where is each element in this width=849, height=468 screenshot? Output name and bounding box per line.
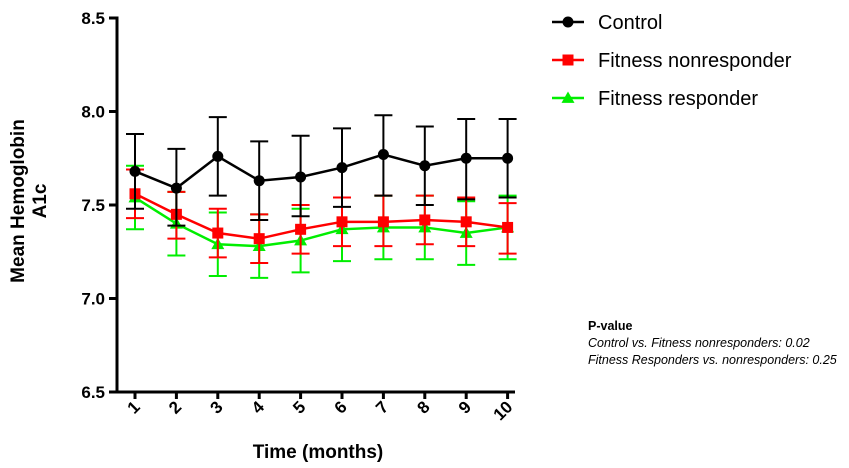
data-point xyxy=(502,221,514,233)
data-point xyxy=(336,162,348,174)
y-axis-title: Mean Hemoglobin A1c xyxy=(8,119,51,283)
p-value-title: P-value xyxy=(588,319,633,333)
data-point xyxy=(295,171,307,183)
y-tick-label: 8.5 xyxy=(81,9,105,28)
legend-marker xyxy=(561,91,575,103)
y-tick-label: 6.5 xyxy=(81,383,105,402)
x-axis-title: Time (months) xyxy=(253,442,384,463)
data-point xyxy=(460,152,472,164)
data-point xyxy=(295,223,307,235)
series-line xyxy=(134,196,508,248)
data-point xyxy=(502,152,514,164)
x-tick-label: 1 xyxy=(124,397,144,417)
data-point xyxy=(129,165,141,177)
series-line xyxy=(134,153,508,190)
legend: Control Fitness nonresponder Fitness respo… xyxy=(552,12,792,110)
y-ticks: 6.5 7.0 7.5 8.0 8.5 xyxy=(81,9,117,402)
y-tick-label: 7.5 xyxy=(81,196,105,215)
series-square xyxy=(126,168,517,264)
legend-label: Control xyxy=(598,12,662,34)
data-point xyxy=(336,216,348,228)
data-point xyxy=(253,175,265,187)
x-tick-label: 3 xyxy=(206,397,226,417)
x-tick-label: 6 xyxy=(331,397,351,417)
y-axis-title-line-1: Mean Hemoglobin xyxy=(8,119,29,283)
p-value-annotation: P-value Control vs. Fitness nonresponder… xyxy=(588,319,837,367)
data-point xyxy=(419,214,431,226)
legend-item: Fitness responder xyxy=(552,88,758,110)
p-value-line-1: Control vs. Fitness nonresponders: 0.02 xyxy=(588,336,810,350)
data-point xyxy=(377,149,389,161)
x-tick-label: 8 xyxy=(413,397,433,417)
data-point xyxy=(253,233,265,245)
y-axis-title-line-2: A1c xyxy=(30,183,51,218)
x-tick-label: 4 xyxy=(248,397,269,418)
legend-marker xyxy=(562,54,574,66)
series-layer xyxy=(126,114,517,279)
series-circle xyxy=(126,114,517,227)
y-tick-label: 7.0 xyxy=(81,290,105,309)
data-point xyxy=(212,227,224,239)
p-value-line-2: Fitness Responders vs. nonresponders: 0.… xyxy=(588,353,837,367)
data-point xyxy=(460,216,472,228)
legend-marker xyxy=(562,16,574,28)
y-tick-label: 8.0 xyxy=(81,103,105,122)
x-tick-label: 5 xyxy=(289,397,309,417)
legend-label: Fitness responder xyxy=(598,88,758,110)
x-tick-label: 2 xyxy=(165,397,185,417)
x-tick-label: 10 xyxy=(490,397,517,424)
series-line xyxy=(134,192,508,240)
data-point xyxy=(377,216,389,228)
data-point xyxy=(170,182,182,194)
legend-item: Fitness nonresponder xyxy=(552,50,792,72)
x-ticks: 1 2 3 4 5 6 7 8 9 10 xyxy=(124,392,517,424)
data-point xyxy=(419,160,431,172)
legend-item: Control xyxy=(552,12,662,34)
data-point xyxy=(212,150,224,162)
x-tick-label: 9 xyxy=(455,397,475,417)
x-tick-label: 7 xyxy=(372,397,392,417)
legend-label: Fitness nonresponder xyxy=(598,50,792,72)
